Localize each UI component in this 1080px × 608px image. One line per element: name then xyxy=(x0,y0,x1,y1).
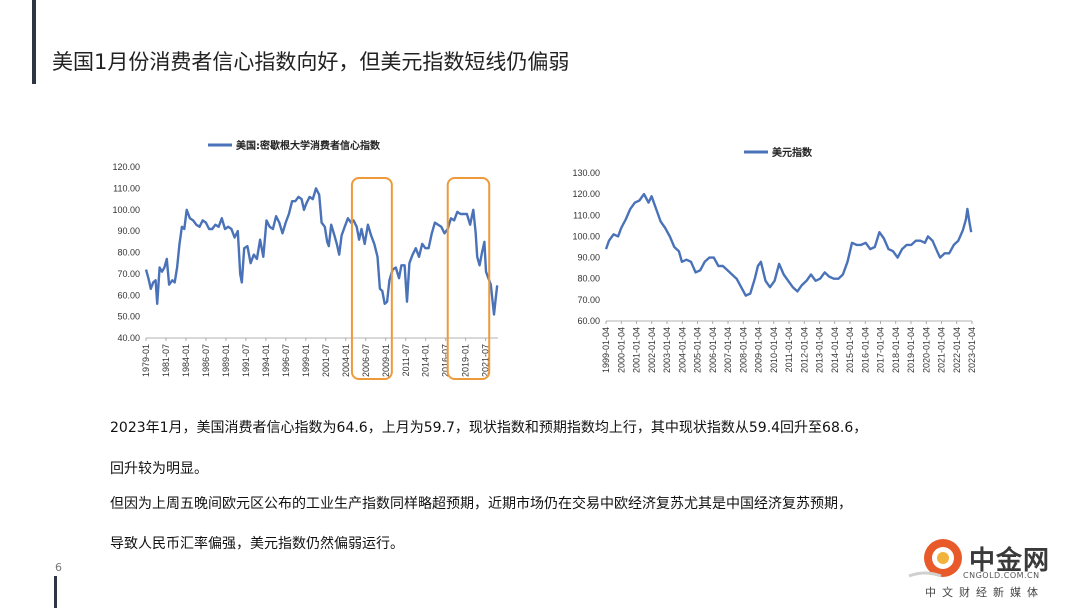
y-tick-label: 90.00 xyxy=(117,226,140,236)
legend-label: 美国:密歇根大学消费者信心指数 xyxy=(236,139,381,152)
x-tick-label: 2022-01-04 xyxy=(952,327,962,373)
y-tick-label: 90.00 xyxy=(577,253,600,263)
x-tick-label: 1991-07 xyxy=(241,344,251,377)
x-tick-label: 2002-01-04 xyxy=(647,327,657,373)
footer-accent-bar xyxy=(54,576,57,608)
x-tick-label: 2003-01-04 xyxy=(662,327,672,373)
legend-label: 美元指数 xyxy=(772,146,813,159)
x-tick-label: 2016-01-04 xyxy=(860,327,870,373)
x-tick-label: 2014-01-04 xyxy=(830,327,840,373)
logo-tagline: 中文财经新媒体 xyxy=(925,586,1044,599)
y-tick-label: 70.00 xyxy=(117,269,140,279)
y-tick-label: 40.00 xyxy=(117,333,140,343)
paragraph-1: 2023年1月，美国消费者信心指数为64.6，上月为59.7，现状指数和预期指数… xyxy=(110,420,868,436)
x-tick-label: 1979-01 xyxy=(141,344,151,377)
highlight-box xyxy=(350,177,393,380)
x-tick-label: 2012-01-04 xyxy=(799,327,809,373)
chart-consumer-sentiment: 美国:密歇根大学消费者信心指数 120.00 110.00 100.00 90.00 80… xyxy=(112,139,499,380)
x-tick-label: 1989-01 xyxy=(221,344,231,377)
x-tick-label: 2011-07 xyxy=(401,344,411,376)
logo-url: CNGOLD.COM.CN xyxy=(963,571,1040,580)
highlight-box xyxy=(446,177,491,380)
logo-mark-icon xyxy=(908,539,962,578)
x-tick-label: 1986-07 xyxy=(201,344,211,377)
x-tick-label: 1981-07 xyxy=(161,344,171,377)
y-tick-label: 110.00 xyxy=(573,210,600,220)
page-number: 6 xyxy=(55,561,62,574)
logo-name: 中金网 xyxy=(969,546,1051,576)
x-tick-label: 2021-07 xyxy=(481,344,491,377)
x-tick-label: 2021-01-04 xyxy=(937,327,947,373)
y-tick-label: 120.00 xyxy=(112,162,140,172)
y-tick-label: 60.00 xyxy=(117,290,140,300)
y-tick-label: 100.00 xyxy=(112,205,140,215)
paragraph-4: 导致人民币汇率偏强，美元指数仍然偏弱运行。 xyxy=(110,536,404,552)
y-tick-label: 120.00 xyxy=(572,189,600,199)
x-tick-label: 2000-01-04 xyxy=(616,327,626,373)
x-tick-label: 2014-01 xyxy=(421,344,431,377)
x-tick-label: 2001-01-04 xyxy=(632,327,642,373)
x-tick-label: 2019-01 xyxy=(461,344,471,377)
x-tick-label: 2001-07 xyxy=(321,344,331,377)
x-tick-label: 1999-01 xyxy=(301,344,311,377)
x-tick-label: 2006-07 xyxy=(361,344,371,377)
paragraph-2: 回升较为明显。 xyxy=(110,461,208,477)
y-tick-label: 50.00 xyxy=(117,312,140,322)
x-tick-label: 1994-01 xyxy=(261,344,271,377)
x-tick-label: 2008-01-04 xyxy=(738,327,748,373)
x-tick-label: 2018-01-04 xyxy=(891,327,901,373)
x-tick-label: 2006-01-04 xyxy=(708,327,718,373)
x-tick-label: 1996-07 xyxy=(281,344,291,377)
x-tick-label: 2020-01-04 xyxy=(921,327,931,373)
x-tick-label: 2010-01-04 xyxy=(769,327,779,373)
paragraph-3: 但因为上周五晚间欧元区公布的工业生产指数同样略超预期，近期市场仍在交易中欧经济复… xyxy=(110,496,852,512)
series-line xyxy=(144,187,499,316)
y-tick-label: 100.00 xyxy=(572,231,600,241)
x-tick-label: 2004-01 xyxy=(341,344,351,377)
brand-logo: 中金网 CNGOLD.COM.CN 中文财经新媒体 xyxy=(905,536,1075,604)
x-tick-label: 2019-01-04 xyxy=(906,327,916,373)
x-tick-label: 1984-01 xyxy=(181,344,191,377)
x-tick-label: 2005-01-04 xyxy=(693,327,703,373)
page-title: 美国1月份消费者信心指数向好，但美元指数短线仍偏弱 xyxy=(52,50,570,74)
y-tick-label: 110.00 xyxy=(113,183,140,193)
x-tick-label: 2015-01-04 xyxy=(845,327,855,373)
x-tick-label: 2009-01-04 xyxy=(754,327,764,373)
x-tick-label: 2017-01-04 xyxy=(876,327,886,373)
x-tick-label: 1999-01-04 xyxy=(601,327,611,373)
y-tick-label: 60.00 xyxy=(577,316,600,326)
x-tick-label: 2016-07 xyxy=(441,344,451,377)
x-tick-label: 2011-01-04 xyxy=(784,327,794,372)
x-tick-label: 2004-01-04 xyxy=(677,327,687,373)
x-tick-label: 2023-01-04 xyxy=(967,327,977,373)
header-accent-bar xyxy=(32,0,36,84)
y-tick-label: 80.00 xyxy=(577,274,600,284)
x-tick-label: 2013-01-04 xyxy=(815,327,825,373)
series-line xyxy=(604,192,973,297)
y-tick-label: 80.00 xyxy=(117,248,140,258)
x-tick-label: 2007-01-04 xyxy=(723,327,733,373)
chart-dollar-index: 美元指数 130.00 120.00 110.00 100.00 90.00 80.00 70… xyxy=(572,146,977,373)
y-tick-label: 70.00 xyxy=(577,295,600,305)
y-tick-label: 130.00 xyxy=(572,168,600,178)
x-tick-label: 2009-01 xyxy=(381,344,391,377)
